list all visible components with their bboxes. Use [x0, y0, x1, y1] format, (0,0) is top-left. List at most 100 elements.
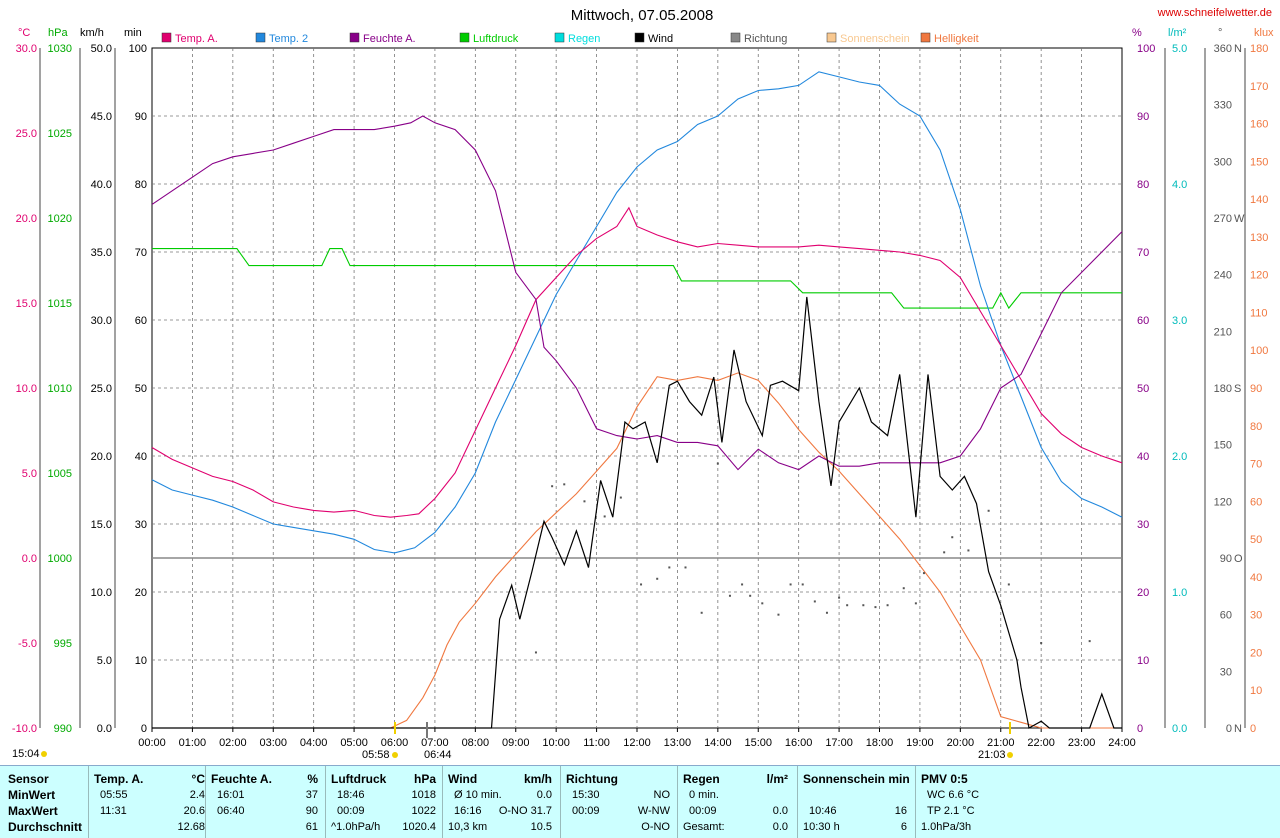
direction-axis-compass-label: W — [1234, 213, 1245, 225]
x-axis-tick-label: 10:00 — [542, 737, 570, 749]
brightness-axis-tick-label: 100 — [1250, 345, 1268, 357]
stats-max-value: 0.0 — [772, 805, 788, 817]
stats-group-name: Regen — [683, 772, 720, 786]
brightness-axis-tick-label: 10 — [1250, 685, 1262, 697]
stats-group-name: PMV 0:5 — [921, 772, 968, 786]
legend-label: Regen — [568, 33, 600, 45]
direction-axis-tick-label: 120 — [1214, 496, 1232, 508]
x-axis-tick-label: 03:00 — [259, 737, 287, 749]
stats-group-name: Feuchte A. — [211, 772, 272, 786]
direction-dot — [603, 515, 606, 518]
direction-dot — [563, 483, 566, 486]
brightness-axis-tick-label: 60 — [1250, 496, 1262, 508]
direction-dot — [789, 583, 792, 586]
pressure-axis-tick-label: 1030 — [48, 43, 72, 55]
stats-min-value: NO — [653, 789, 671, 801]
stats-max-time: 06:40 — [217, 805, 245, 817]
stats-group-unit: km/h — [523, 772, 552, 786]
direction-dot — [862, 604, 865, 607]
brightness-axis-tick-label: 90 — [1250, 383, 1262, 395]
rain-axis-unit: l/m² — [1168, 27, 1187, 39]
website-link[interactable]: www.schneifelwetter.de — [1157, 7, 1272, 19]
legend-label: Helligkeit — [934, 33, 979, 45]
brightness-axis-tick-label: 120 — [1250, 270, 1268, 282]
brightness-axis-tick-label: 50 — [1250, 534, 1262, 546]
stats-row-label: MinWert — [8, 788, 56, 802]
legend-label: Temp. 2 — [269, 33, 308, 45]
x-axis-tick-label: 15:00 — [744, 737, 772, 749]
direction-dot — [874, 606, 877, 609]
stats-column-divider — [205, 766, 206, 838]
direction-dot — [987, 509, 990, 512]
stats-avg-label: 1.0hPa/3h — [921, 821, 972, 833]
stats-row-label: MaxWert — [8, 804, 58, 818]
sunshine-axis-tick-label: 40 — [135, 451, 147, 463]
series-line-feuchte-a — [151, 115, 1123, 471]
stats-max-value: 1022 — [411, 805, 436, 817]
direction-axis-tick-label: 180 — [1214, 383, 1232, 395]
current-time-icon — [41, 751, 47, 757]
humidity-axis-tick-label: 100 — [1137, 43, 1155, 55]
stats-group-name: Temp. A. — [94, 772, 144, 786]
stats-min-time: 16:01 — [217, 789, 245, 801]
legend-label: Sonnenschein — [840, 33, 910, 45]
x-axis-tick-label: 20:00 — [947, 737, 975, 749]
x-axis-tick-label: 12:00 — [623, 737, 651, 749]
stats-min-value: 2.4 — [189, 789, 205, 801]
direction-axis-tick-label: 300 — [1214, 156, 1232, 168]
direction-dot — [1040, 642, 1043, 644]
x-axis-tick-label: 17:00 — [825, 737, 853, 749]
direction-dot — [668, 566, 671, 569]
direction-axis-tick-label: 90 — [1220, 553, 1232, 565]
humidity-axis-tick-label: 60 — [1137, 315, 1149, 327]
stats-avg-value: 0.0 — [772, 821, 788, 833]
sunshine-axis-tick-label: 30 — [135, 519, 147, 531]
direction-axis-tick-label: 330 — [1214, 100, 1232, 112]
humidity-axis-tick-label: 70 — [1137, 247, 1149, 259]
x-axis-tick-label: 24:00 — [1108, 737, 1136, 749]
stats-max-time: TP 2.1 °C — [927, 805, 975, 817]
direction-dot — [922, 572, 925, 575]
sunshine-axis-tick-label: 90 — [135, 111, 147, 123]
direction-dot — [846, 604, 849, 607]
wind-axis-tick-label: 15.0 — [91, 519, 112, 531]
direction-dot — [1088, 640, 1091, 643]
stats-min-time: 15:30 — [572, 789, 600, 801]
brightness-axis-tick-label: 40 — [1250, 572, 1262, 584]
stats-row-label: Durchschnitt — [8, 820, 83, 834]
direction-axis-tick-label: 210 — [1214, 326, 1232, 338]
stats-max-time: 16:16 — [454, 805, 482, 817]
wind-axis-tick-label: 10.0 — [91, 587, 112, 599]
sunrise-label: 05:58 — [362, 749, 390, 761]
direction-axis-compass-label: S — [1234, 383, 1241, 395]
humidity-axis-unit: % — [1132, 27, 1142, 39]
legend-swatch — [161, 32, 172, 43]
stats-max-time: 00:09 — [572, 805, 600, 817]
stats-min-time: 05:55 — [100, 789, 128, 801]
brightness-axis-tick-label: 140 — [1250, 194, 1268, 206]
rain-axis-tick-label: 5.0 — [1172, 43, 1187, 55]
stats-group-name: Luftdruck — [331, 772, 387, 786]
x-axis-tick-label: 21:00 — [987, 737, 1015, 749]
stats-column-divider — [560, 766, 561, 838]
series-line-luftdruck — [152, 248, 1122, 310]
time-markers: 05:58 06:44 21:03 15:04 — [12, 722, 1013, 761]
brightness-axis-tick-label: 30 — [1250, 610, 1262, 622]
chart-grid — [152, 48, 1122, 728]
stats-column-divider — [325, 766, 326, 838]
wind-axis-tick-label: 40.0 — [91, 179, 112, 191]
direction-dot — [777, 613, 780, 616]
stats-max-value: 20.6 — [183, 805, 205, 817]
stats-min-time: 0 min. — [689, 789, 719, 801]
stats-column-divider — [915, 766, 916, 838]
temp-axis-tick-label: 30.0 — [16, 43, 37, 55]
series-line-temp-a — [151, 206, 1123, 518]
direction-dot — [967, 549, 970, 552]
direction-dot — [640, 583, 643, 586]
x-axis-tick-label: 13:00 — [664, 737, 692, 749]
chart-axes: -10.0 -5.0 0.0 5.0 10.0 15.0 20.0 25.0 30.0 990 99… — [12, 27, 1274, 749]
stats-group-name: Richtung — [566, 772, 618, 786]
legend-swatch — [826, 32, 837, 43]
stats-min-value: 0.0 — [536, 789, 552, 801]
direction-dot — [825, 611, 828, 614]
